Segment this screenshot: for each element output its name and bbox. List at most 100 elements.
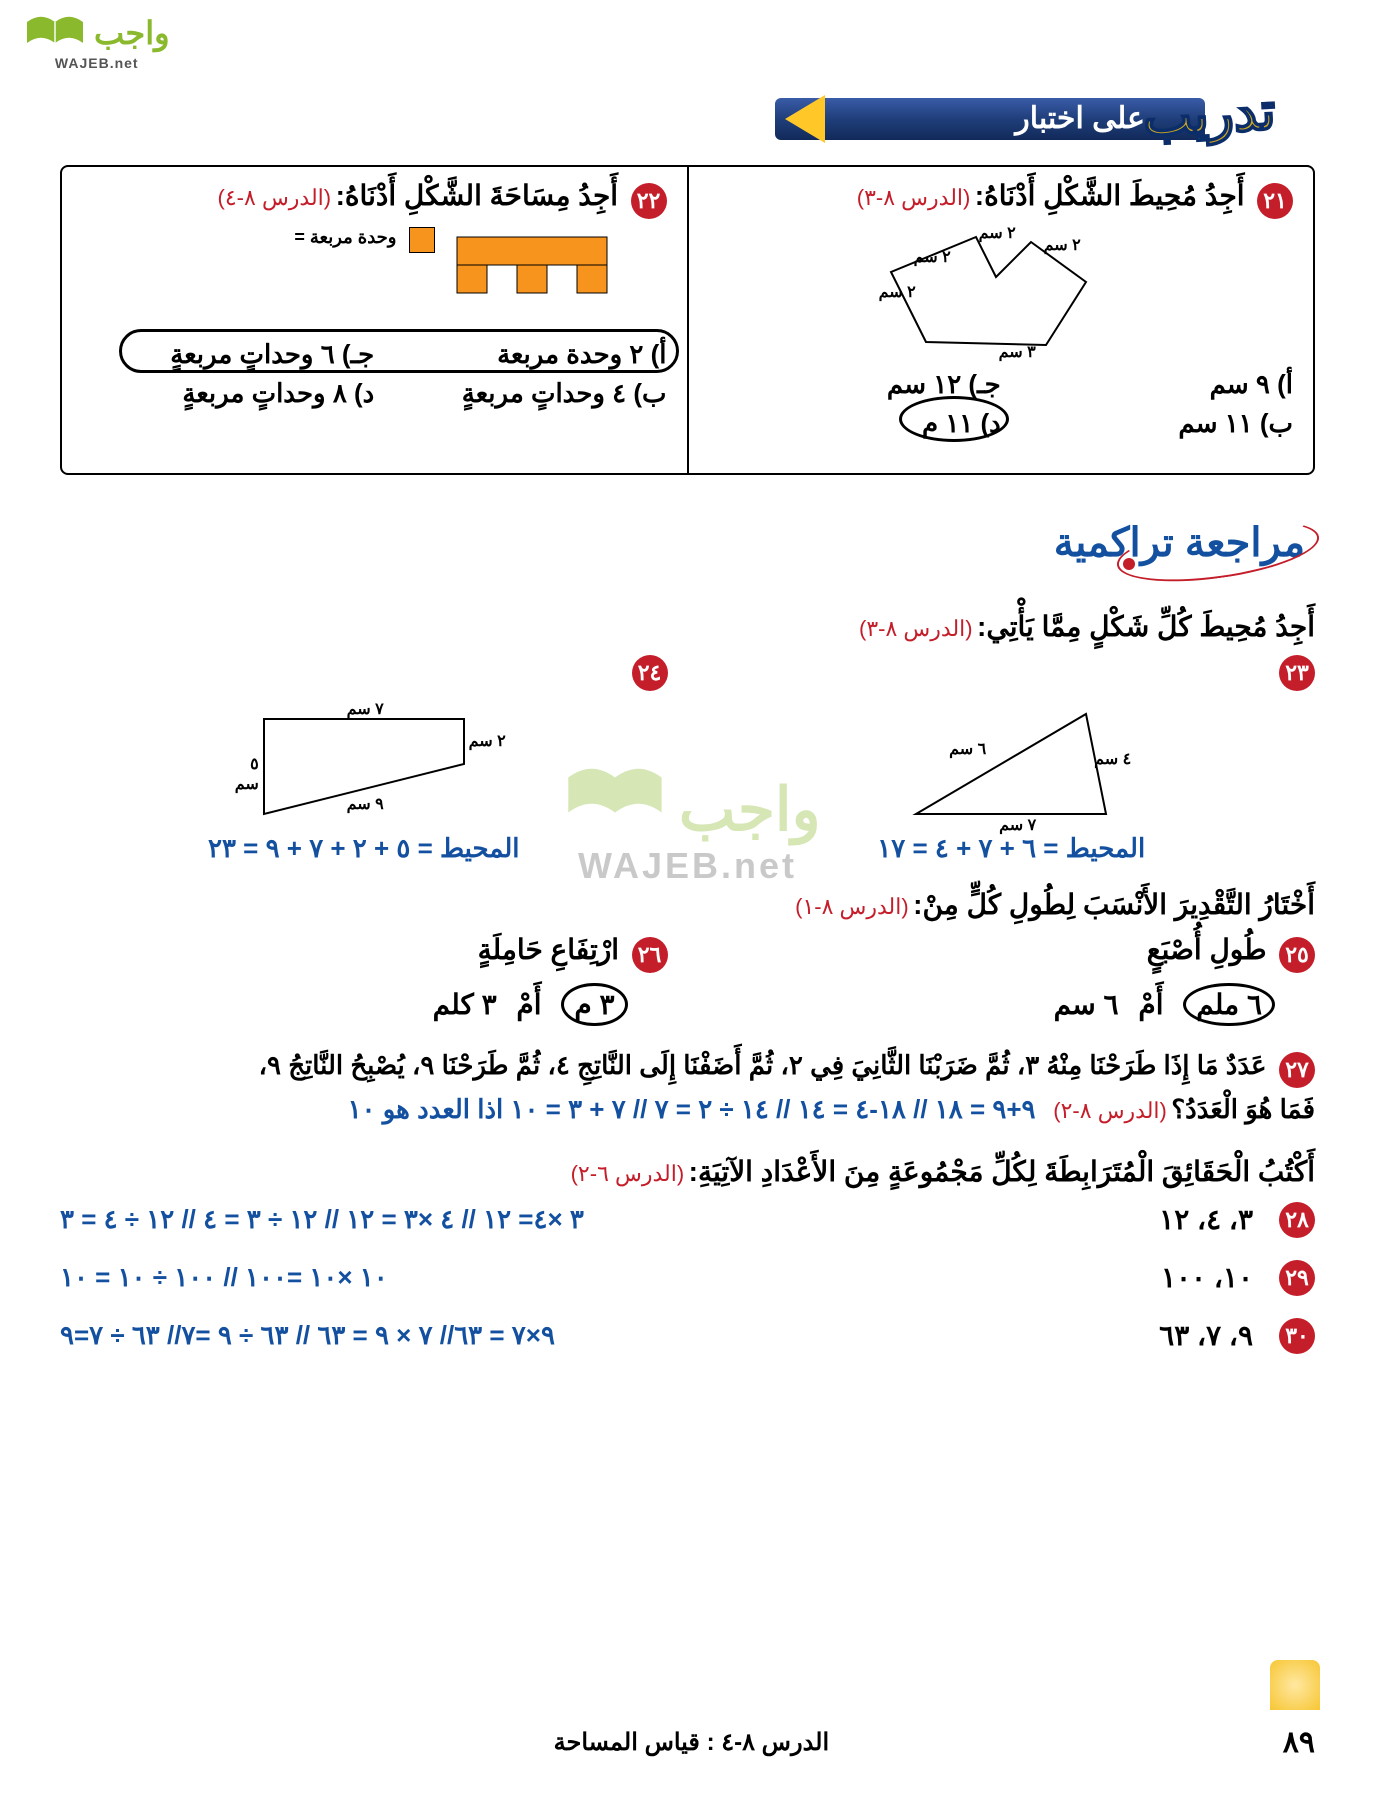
q21-choice-b: ب) ١١ سم [1001,404,1293,443]
side-label: ٢ سم [914,247,951,267]
q26-number: ٢٦ [632,937,668,973]
q22-orange-shape [447,227,647,317]
q28-row: ٢٨ ٣، ٤، ١٢ ٣ ×٤= ١٢ // ٤ ×٣ = ١٢ // ١٢ … [60,1202,1315,1238]
q21-choice-d: د) ١١ م [709,404,1001,443]
q25-opt2: ٦ سم [1054,989,1119,1020]
side-label: ٥ سم [234,754,259,794]
side-label: ٢ سم [1044,235,1081,255]
q22-column: ٢٢ أَجِدُ مِسَاحَةَ الشَّكْلِ أَدْنَاهُ:… [62,167,687,473]
q23-block: ٢٣ ٤ سم ٦ سم ٧ سم المحيط = ٦ + ٧ + ٤ = ١… [708,655,1316,864]
estimate-prompt: أَخْتَارُ التَّقْدِيرَ الأَنْسَبَ لِطُول… [60,888,1315,921]
logo-en: WAJEB.net [55,55,139,71]
page-number: ٨٩ [1283,1725,1315,1760]
q27-ref: (الدرس ٨-٢) [1053,1098,1167,1123]
q27-block: ٢٧ عَدَدٌ مَا إِذَا طَرَحْنَا مِنْهُ ٣، … [60,1050,1315,1125]
body-area: أَجِدُ مُحِيطَ كُلِّ شَكْلٍ مِمَّا يَأْت… [60,520,1315,1366]
q29-row: ٢٩ ١٠، ١٠٠ ١٠ ×١٠ =١٠٠ // ١٠٠ ÷ ١٠ = ١٠ [60,1260,1315,1296]
q22-number: ٢٢ [631,183,667,219]
q22-choice-b: ب) ٤ وحداتٍ مربعةٍ [374,374,666,413]
q25-opt1: ٦ ملم [1183,983,1275,1026]
q22-choices: أ) ٢ وحدة مربعة جـ) ٦ وحداتٍ مربعةٍ ب) ٤… [82,335,667,413]
book-icon [20,10,90,55]
q22-shape-row: = وحدة مربعة [82,227,647,327]
q26-options: ٣ م أَمْ ٣ كلم [60,983,668,1026]
wajeb-logo-top: واجب WAJEB.net [20,10,174,71]
side-label: ٧ سم [347,699,384,719]
banner-arrow-icon [785,95,825,143]
q21-number: ٢١ [1257,183,1293,219]
q29-number: ٢٩ [1279,1260,1315,1296]
q30-text: ٩، ٧، ٦٣ [1113,1319,1253,1352]
side-label: ٢ سم [879,282,916,302]
q24-number: ٢٤ [632,655,668,691]
q24-block: ٢٤ ٧ سم ٢ سم ٥ سم ٩ سم المحيط = ٥ + ٢ + … [60,655,668,864]
unit-label: = وحدة مربعة [294,227,396,248]
q25-text: طُولِ أُصْبَعٍ [1147,934,1267,965]
q26-opt1: ٣ م [561,983,627,1026]
q23-number: ٢٣ [1279,655,1315,691]
side-label: ٦ سم [949,739,986,759]
q25-block: ٢٥ طُولِ أُصْبَعٍ ٦ ملم أَمْ ٦ سم [708,933,1316,1026]
q25-number: ٢٥ [1279,937,1315,973]
q26-block: ٢٦ ارْتِفَاعِ حَامِلَةٍ ٣ م أَمْ ٣ كلم [60,933,668,1026]
q22-text: أَجِدُ مِسَاحَةَ الشَّكْلِ أَدْنَاهُ: [336,180,618,211]
q22-choice-d: د) ٨ وحداتٍ مربعةٍ [82,374,374,413]
q27-number: ٢٧ [1279,1052,1315,1088]
test-box: ٢١ أَجِدُ مُحِيطَ الشَّكْلِ أَدْنَاهُ: (… [60,165,1315,475]
perimeter-ref: (الدرس ٨-٣) [859,616,973,641]
test-training-banner: على اختبار تدريب [725,80,1325,150]
side-label: ٩ سم [347,794,384,814]
lesson-label: الدرس ٨-٤ : قياس المساحة [554,1728,830,1757]
q21-text: أَجِدُ مُحِيطَ الشَّكْلِ أَدْنَاهُ: [975,180,1245,211]
q24-answer: المحيط = ٥ + ٢ + ٧ + ٩ = ٢٣ [60,833,668,864]
q21-choice-c: جـ) ١٢ سم [709,365,1001,404]
side-label: ٢ سم [979,223,1016,243]
q26-text: ارْتِفَاعِ حَامِلَةٍ [478,934,619,965]
banner-wordart: تدريب [1141,82,1276,149]
q21-column: ٢١ أَجِدُ مُحِيطَ الشَّكْلِ أَدْنَاهُ: (… [687,167,1314,473]
page-footer: ٨٩ الدرس ٨-٤ : قياس المساحة [60,1725,1315,1760]
side-label: ٧ سم [999,815,1036,835]
unit-square-icon [409,227,435,253]
q25-q26-row: ٢٥ طُولِ أُصْبَعٍ ٦ ملم أَمْ ٦ سم ٢٦ ارْ… [60,933,1315,1026]
perimeter-prompt: أَجِدُ مُحِيطَ كُلِّ شَكْلٍ مِمَّا يَأْت… [60,610,1315,643]
q26-opt2: ٣ كلم [433,989,497,1020]
q29-answer: ١٠ ×١٠ =١٠٠ // ١٠٠ ÷ ١٠ = ١٠ [60,1262,1095,1293]
q27-text: عَدَدٌ مَا إِذَا طَرَحْنَا مِنْهُ ٣، ثُم… [259,1050,1267,1080]
q25-options: ٦ ملم أَمْ ٦ سم [708,983,1316,1026]
q30-number: ٣٠ [1279,1318,1315,1354]
q21-choice-a: أ) ٩ سم [1001,365,1293,404]
q28-number: ٢٨ [1279,1202,1315,1238]
q21-choices: أ) ٩ سم جـ) ١٢ سم ب) ١١ سم د) ١١ م [709,365,1294,443]
q22-choice-a: أ) ٢ وحدة مربعة [374,335,666,374]
q21-shape: ٢ سم ٢ سم ٢ سم ٢ سم ٣ سم [876,227,1126,357]
side-label: ٣ سم [999,342,1036,362]
side-label: ٢ سم [469,731,506,751]
q21-ref: (الدرس ٨-٣) [857,185,971,210]
q29-text: ١٠، ١٠٠ [1113,1261,1253,1294]
q27-text2: فَمَا هُوَ الْعَدَدُ؟ [1171,1094,1315,1124]
q22-ref: (الدرس ٨-٤) [218,185,332,210]
q24-shape: ٧ سم ٢ سم ٥ سم ٩ سم [234,699,494,829]
logo-ar: واجب [94,14,170,52]
banner-title: على اختبار [775,98,1205,140]
q28-answer: ٣ ×٤= ١٢ // ٤ ×٣ = ١٢ // ١٢ ÷ ٣ = ٤ // ١… [60,1204,1095,1235]
q28-text: ٣، ٤، ١٢ [1113,1203,1253,1236]
estimate-text: أَخْتَارُ التَّقْدِيرَ الأَنْسَبَ لِطُول… [913,889,1315,920]
q26-sep: أَمْ [516,989,541,1020]
facts-ref: (الدرس ٦-٢) [571,1161,685,1186]
q23-answer: المحيط = ٦ + ٧ + ٤ = ١٧ [708,833,1316,864]
q22-choice-c: جـ) ٦ وحداتٍ مربعةٍ [82,335,374,374]
corner-decoration-icon [1270,1660,1320,1710]
estimate-ref: (الدرس ٨-١) [795,894,909,919]
perimeter-text: أَجِدُ مُحِيطَ كُلِّ شَكْلٍ مِمَّا يَأْت… [977,611,1315,642]
facts-prompt: أَكْتُبُ الْحَقَائِقَ الْمُتَرَابِطَةَ ل… [60,1155,1315,1188]
facts-text: أَكْتُبُ الْحَقَائِقَ الْمُتَرَابِطَةَ ل… [689,1156,1315,1187]
q23-q24-row: ٢٣ ٤ سم ٦ سم ٧ سم المحيط = ٦ + ٧ + ٤ = ١… [60,655,1315,864]
q27-answer: ٩+٩ = ١٨ // ١٨-٤ = ١٤ // ١٤ ÷ ٢ = ٧ // ٧… [348,1094,1036,1124]
side-label: ٤ سم [1094,749,1131,769]
q30-row: ٣٠ ٩، ٧، ٦٣ ٩×٧ = ٦٣// ٧ × ٩ = ٦٣ // ٦٣ … [60,1318,1315,1354]
q30-answer: ٩×٧ = ٦٣// ٧ × ٩ = ٦٣ // ٦٣ ÷ ٩ =٧// ٦٣ … [60,1320,1095,1351]
q23-shape: ٤ سم ٦ سم ٧ سم [896,699,1126,829]
q25-sep: أَمْ [1138,989,1163,1020]
